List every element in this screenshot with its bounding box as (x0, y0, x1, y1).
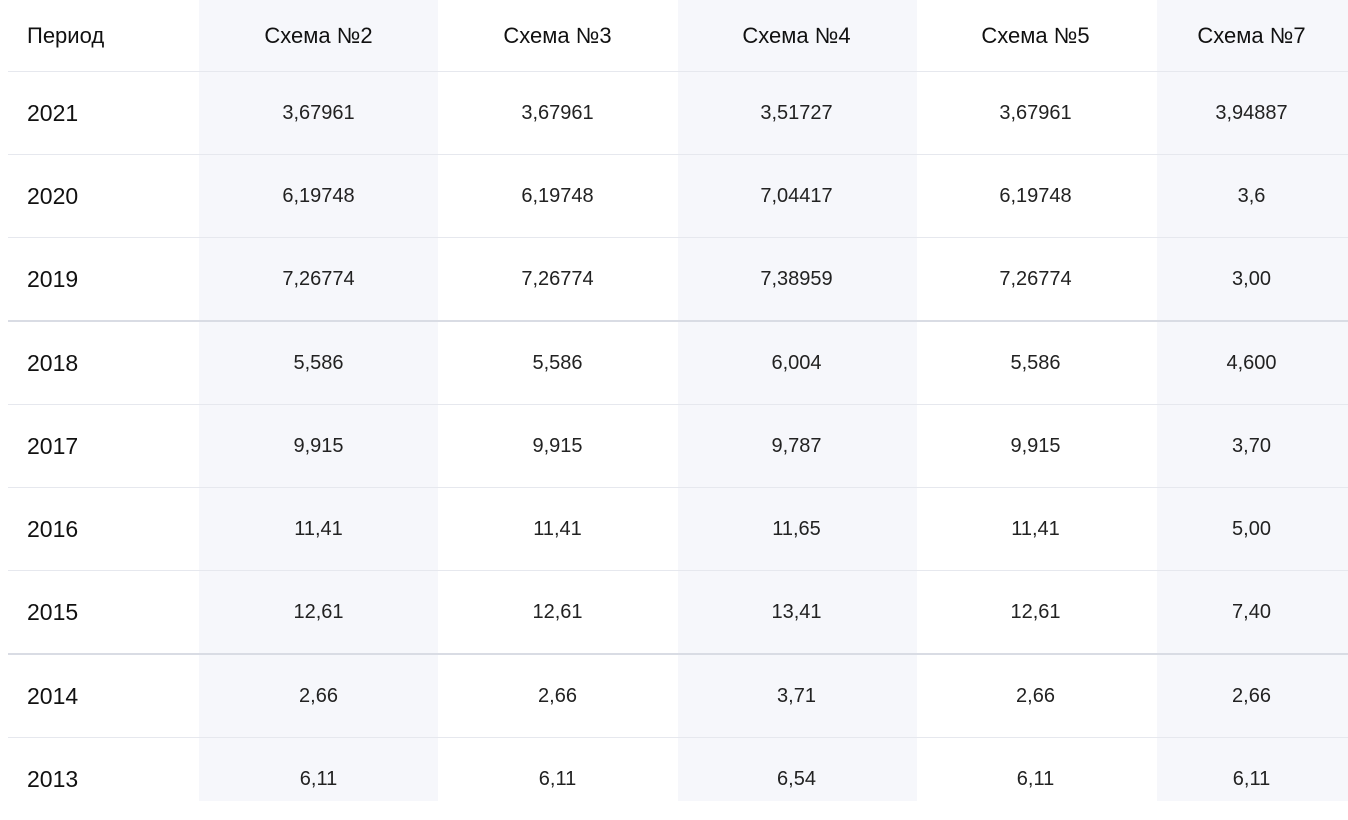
cell-value: 7,40 (1155, 571, 1348, 655)
cell-value: 2,66 (199, 654, 438, 738)
cell-value: 3,00 (1155, 238, 1348, 322)
header-row: Период Схема №2 Схема №3 Схема №4 Схема … (8, 0, 1348, 72)
table-row: 2020 6,19748 6,19748 7,04417 6,19748 3,6 (8, 155, 1348, 238)
cell-value: 3,71 (677, 654, 916, 738)
cell-value: 12,61 (916, 571, 1155, 655)
table-row: 2019 7,26774 7,26774 7,38959 7,26774 3,0… (8, 238, 1348, 322)
cell-value: 5,586 (199, 321, 438, 405)
header-scheme-4: Схема №4 (677, 0, 916, 72)
cell-value: 13,41 (677, 571, 916, 655)
cell-value: 6,11 (199, 738, 438, 820)
cell-period: 2013 (8, 738, 199, 820)
cell-value: 6,19748 (438, 155, 677, 238)
cell-value: 3,67961 (438, 72, 677, 155)
table-body: 2021 3,67961 3,67961 3,51727 3,67961 3,9… (8, 72, 1348, 820)
cell-value: 5,586 (438, 321, 677, 405)
cell-period: 2020 (8, 155, 199, 238)
cell-value: 3,51727 (677, 72, 916, 155)
cell-value: 6,19748 (199, 155, 438, 238)
cell-value: 3,67961 (199, 72, 438, 155)
table-header: Период Схема №2 Схема №3 Схема №4 Схема … (8, 0, 1348, 72)
cell-value: 11,65 (677, 488, 916, 571)
cell-value: 2,66 (916, 654, 1155, 738)
cell-value: 6,004 (677, 321, 916, 405)
cell-value: 7,26774 (438, 238, 677, 322)
cell-value: 6,19748 (916, 155, 1155, 238)
cell-value: 6,54 (677, 738, 916, 820)
cell-value: 11,41 (916, 488, 1155, 571)
table-row: 2014 2,66 2,66 3,71 2,66 2,66 (8, 654, 1348, 738)
header-period: Период (8, 0, 199, 72)
cell-value: 3,67961 (916, 72, 1155, 155)
cell-value: 3,6 (1155, 155, 1348, 238)
cell-value: 4,600 (1155, 321, 1348, 405)
header-scheme-3: Схема №3 (438, 0, 677, 72)
cell-value: 11,41 (438, 488, 677, 571)
cell-period: 2017 (8, 405, 199, 488)
cell-period: 2015 (8, 571, 199, 655)
cell-value: 7,38959 (677, 238, 916, 322)
cell-value: 2,66 (438, 654, 677, 738)
cell-period: 2021 (8, 72, 199, 155)
table-row: 2015 12,61 12,61 13,41 12,61 7,40 (8, 571, 1348, 655)
cell-period: 2018 (8, 321, 199, 405)
scheme-comparison-table: Период Схема №2 Схема №3 Схема №4 Схема … (8, 0, 1348, 820)
cell-value: 7,26774 (199, 238, 438, 322)
cell-value: 6,11 (1155, 738, 1348, 820)
cell-value: 9,915 (438, 405, 677, 488)
cell-value: 2,66 (1155, 654, 1348, 738)
cell-value: 12,61 (438, 571, 677, 655)
cell-period: 2016 (8, 488, 199, 571)
cell-value: 5,586 (916, 321, 1155, 405)
table-row: 2016 11,41 11,41 11,65 11,41 5,00 (8, 488, 1348, 571)
cell-value: 6,11 (916, 738, 1155, 820)
table-row: 2017 9,915 9,915 9,787 9,915 3,70 (8, 405, 1348, 488)
cell-value: 6,11 (438, 738, 677, 820)
cell-value: 9,787 (677, 405, 916, 488)
table-row: 2021 3,67961 3,67961 3,51727 3,67961 3,9… (8, 72, 1348, 155)
cell-value: 3,94887 (1155, 72, 1348, 155)
cell-value: 9,915 (916, 405, 1155, 488)
cell-value: 5,00 (1155, 488, 1348, 571)
cell-value: 9,915 (199, 405, 438, 488)
cell-value: 7,04417 (677, 155, 916, 238)
header-scheme-7: Схема №7 (1155, 0, 1348, 72)
cell-value: 12,61 (199, 571, 438, 655)
table-row: 2013 6,11 6,11 6,54 6,11 6,11 (8, 738, 1348, 820)
table-row: 2018 5,586 5,586 6,004 5,586 4,600 (8, 321, 1348, 405)
cell-period: 2019 (8, 238, 199, 322)
cell-value: 7,26774 (916, 238, 1155, 322)
cell-value: 11,41 (199, 488, 438, 571)
cell-value: 3,70 (1155, 405, 1348, 488)
header-scheme-5: Схема №5 (916, 0, 1155, 72)
header-scheme-2: Схема №2 (199, 0, 438, 72)
cell-period: 2014 (8, 654, 199, 738)
